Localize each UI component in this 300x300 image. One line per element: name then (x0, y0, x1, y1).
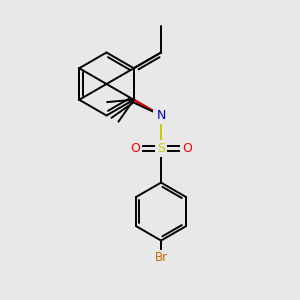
Text: Br: Br (154, 251, 168, 264)
Text: O: O (155, 108, 165, 121)
Text: N: N (156, 109, 166, 122)
Text: O: O (130, 142, 140, 155)
Text: O: O (182, 142, 192, 155)
Text: S: S (157, 142, 165, 155)
